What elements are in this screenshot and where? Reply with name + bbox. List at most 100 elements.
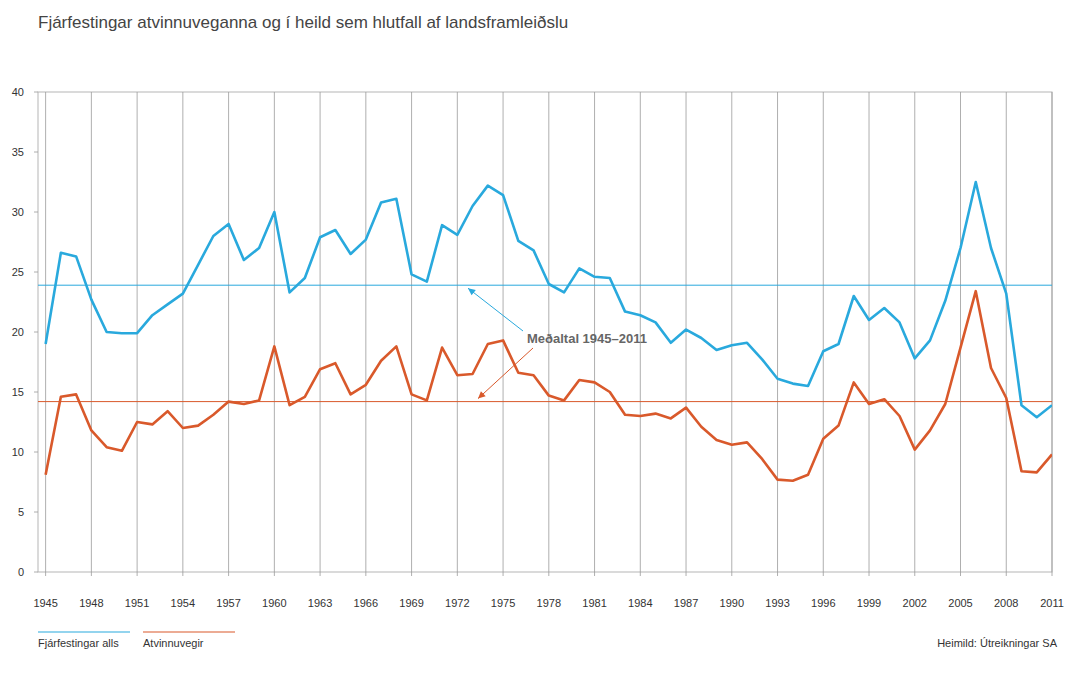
x-tick bbox=[823, 572, 824, 576]
x-tick bbox=[869, 572, 870, 576]
x-grid-line bbox=[777, 92, 778, 572]
annotation-arrowhead bbox=[478, 391, 486, 398]
mean-line bbox=[38, 285, 1052, 286]
y-tick bbox=[34, 392, 38, 393]
legend-label: Atvinnuvegir bbox=[143, 637, 204, 649]
y-tick bbox=[34, 212, 38, 213]
x-grid-line bbox=[320, 92, 321, 572]
y-tick bbox=[34, 152, 38, 153]
x-grid-line bbox=[1052, 92, 1053, 572]
x-tick-label: 1957 bbox=[216, 597, 240, 609]
x-grid-line bbox=[45, 92, 46, 572]
x-tick-label: 1984 bbox=[628, 597, 652, 609]
plot-area bbox=[38, 182, 1052, 481]
x-tick-label: 1966 bbox=[354, 597, 378, 609]
x-tick bbox=[594, 572, 595, 576]
legend-swatch bbox=[143, 631, 235, 632]
x-tick-label: 1963 bbox=[308, 597, 332, 609]
annotation-text: Meðaltal 1945–2011 bbox=[527, 331, 647, 346]
x-grid-line bbox=[228, 92, 229, 572]
x-tick bbox=[91, 572, 92, 576]
x-tick-label: 1990 bbox=[720, 597, 744, 609]
x-tick-label: 1978 bbox=[537, 597, 561, 609]
chart-root: Fjárfestingar atvinnuveganna og í heild … bbox=[0, 0, 1078, 685]
x-tick bbox=[45, 572, 46, 576]
x-tick bbox=[320, 572, 321, 576]
y-tick-label: 25 bbox=[12, 266, 24, 278]
x-tick-label: 1981 bbox=[582, 597, 606, 609]
x-grid-line bbox=[182, 92, 183, 572]
x-tick-label: 1969 bbox=[399, 597, 423, 609]
y-tick-label: 35 bbox=[12, 146, 24, 158]
x-tick-label: 2011 bbox=[1040, 597, 1064, 609]
x-tick bbox=[640, 572, 641, 576]
x-tick bbox=[228, 572, 229, 576]
legend-swatch bbox=[38, 631, 130, 632]
x-tick bbox=[137, 572, 138, 576]
x-grid-line bbox=[960, 92, 961, 572]
x-tick bbox=[686, 572, 687, 576]
y-tick bbox=[34, 512, 38, 513]
x-tick bbox=[1006, 572, 1007, 576]
annotation-arrow bbox=[468, 288, 523, 331]
x-tick bbox=[182, 572, 183, 576]
x-grid-line bbox=[365, 92, 366, 572]
x-tick-label: 1948 bbox=[79, 597, 103, 609]
x-tick-label: 1951 bbox=[125, 597, 149, 609]
x-grid-line bbox=[869, 92, 870, 572]
x-tick-label: 1960 bbox=[262, 597, 286, 609]
chart-title: Fjárfestingar atvinnuveganna og í heild … bbox=[38, 13, 568, 32]
x-tick-label: 1999 bbox=[857, 597, 881, 609]
x-grid-line bbox=[914, 92, 915, 572]
chart-svg: Fjárfestingar atvinnuveganna og í heild … bbox=[0, 0, 1078, 685]
legend-label: Fjárfestingar alls bbox=[38, 637, 119, 649]
source-note: Heimild: Útreikningar SA bbox=[937, 637, 1057, 649]
x-grid-line bbox=[731, 92, 732, 572]
x-grid-line bbox=[91, 92, 92, 572]
y-tick-label: 30 bbox=[12, 206, 24, 218]
x-grid-line bbox=[1006, 92, 1007, 572]
annotation-arrowhead bbox=[468, 288, 476, 295]
mean-line bbox=[38, 401, 1052, 402]
x-tick bbox=[365, 572, 366, 576]
x-tick bbox=[548, 572, 549, 576]
x-grid-line bbox=[457, 92, 458, 572]
x-tick-label: 1975 bbox=[491, 597, 515, 609]
x-tick-label: 2005 bbox=[948, 597, 972, 609]
series-line bbox=[46, 291, 1052, 481]
x-tick-label: 1972 bbox=[445, 597, 469, 609]
annotation-arrow bbox=[478, 348, 533, 399]
y-tick bbox=[34, 92, 38, 93]
x-grid-line bbox=[823, 92, 824, 572]
x-grid-line bbox=[274, 92, 275, 572]
x-tick bbox=[274, 572, 275, 576]
x-tick bbox=[411, 572, 412, 576]
y-tick bbox=[34, 272, 38, 273]
y-tick-label: 40 bbox=[12, 86, 24, 98]
y-tick-label: 5 bbox=[18, 506, 24, 518]
x-tick bbox=[914, 572, 915, 576]
x-tick bbox=[731, 572, 732, 576]
x-tick bbox=[457, 572, 458, 576]
x-tick-label: 1945 bbox=[33, 597, 57, 609]
x-grid-line bbox=[411, 92, 412, 572]
x-tick-label: 1993 bbox=[765, 597, 789, 609]
x-tick-label: 2002 bbox=[903, 597, 927, 609]
x-tick bbox=[960, 572, 961, 576]
x-tick bbox=[503, 572, 504, 576]
y-tick-label: 10 bbox=[12, 446, 24, 458]
x-grid-line bbox=[686, 92, 687, 572]
y-tick-label: 20 bbox=[12, 326, 24, 338]
x-tick-label: 1996 bbox=[811, 597, 835, 609]
x-tick-label: 2008 bbox=[994, 597, 1018, 609]
x-tick-label: 1987 bbox=[674, 597, 698, 609]
x-tick bbox=[777, 572, 778, 576]
y-tick-label: 0 bbox=[18, 566, 24, 578]
series-line bbox=[46, 182, 1052, 417]
plot-frame bbox=[38, 92, 1052, 572]
x-tick-label: 1954 bbox=[171, 597, 195, 609]
y-tick-label: 15 bbox=[12, 386, 24, 398]
y-tick bbox=[34, 332, 38, 333]
x-tick bbox=[1052, 572, 1053, 576]
y-tick bbox=[34, 572, 38, 573]
